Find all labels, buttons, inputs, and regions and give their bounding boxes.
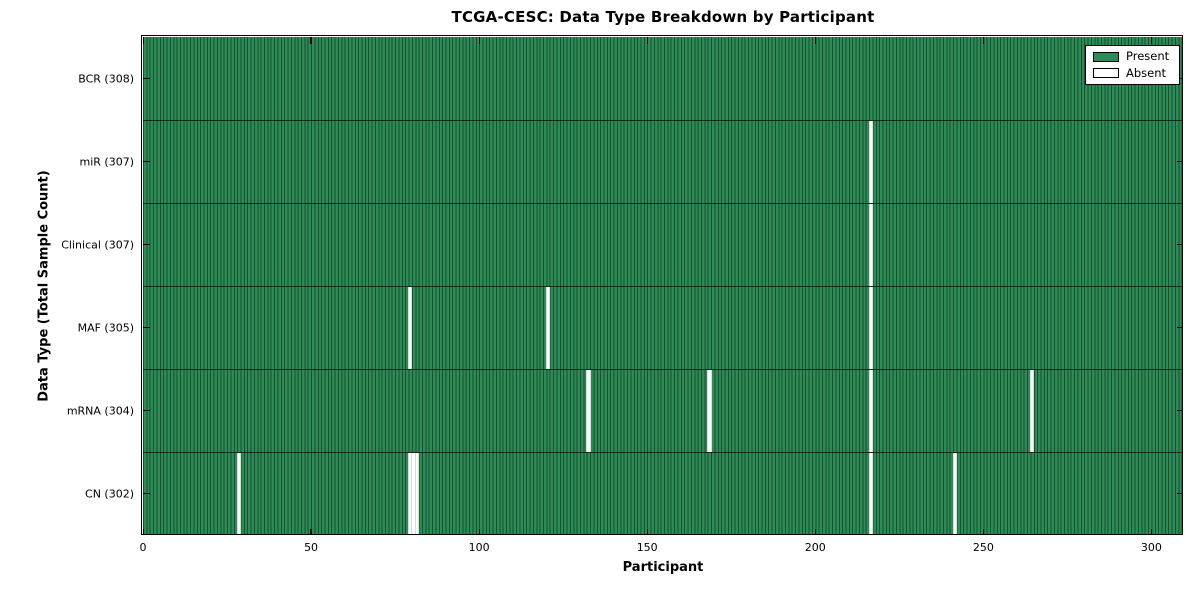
y-tick-label-clinical: Clinical (307) <box>61 238 134 251</box>
y-tick-mark-left <box>143 160 150 163</box>
absent-gap-mrna-265 <box>1029 370 1035 452</box>
x-tick-label-50: 50 <box>304 541 319 554</box>
x-tick-label-250: 250 <box>972 541 994 554</box>
y-tick-mark-right <box>1176 243 1183 246</box>
absent-gap-cn-80 <box>408 453 413 535</box>
x-tick-mark-bottom <box>1150 528 1152 535</box>
x-tick-mark-bottom <box>478 528 480 535</box>
absent-gap-mrna-133 <box>586 370 591 452</box>
x-tick-mark-top <box>1150 37 1152 44</box>
y-axis-label: Data Type (Total Sample Count) <box>36 170 52 402</box>
absent-gap-clinical-217 <box>868 204 873 286</box>
x-tick-label-200: 200 <box>804 541 826 554</box>
x-tick-label-300: 300 <box>1140 541 1162 554</box>
x-tick-label-0: 0 <box>139 541 147 554</box>
absent-gap-maf-80 <box>408 287 413 369</box>
heatmap-row-mrna <box>143 369 1183 452</box>
legend-label-present: Present <box>1126 49 1170 63</box>
x-tick-label-100: 100 <box>468 541 490 554</box>
x-tick-mark-bottom <box>310 528 312 535</box>
heatmap-row-cn <box>143 452 1183 535</box>
legend-entry-present: Present <box>1093 49 1173 63</box>
x-tick-mark-top <box>814 37 816 44</box>
y-tick-label-mir: miR (307) <box>79 155 135 168</box>
absent-gap-maf-121 <box>545 287 551 369</box>
y-tick-mark-left <box>143 492 150 495</box>
heatmap-row-bcr <box>143 37 1183 120</box>
y-tick-label-mrna: mRNA (304) <box>66 404 134 417</box>
y-tick-label-maf: MAF (305) <box>77 321 134 334</box>
chart-title: TCGA-CESC: Data Type Breakdown by Partic… <box>451 8 875 26</box>
legend: Present Absent <box>1085 45 1180 85</box>
absent-gap-cn-242 <box>952 453 957 535</box>
y-tick-mark-right <box>1176 160 1183 163</box>
x-tick-mark-bottom <box>814 528 816 535</box>
absent-gap-mir-217 <box>868 121 873 203</box>
x-tick-mark-bottom <box>646 528 648 535</box>
x-tick-mark-top <box>982 37 984 44</box>
present-swatch-icon <box>1093 51 1119 62</box>
legend-entry-absent: Absent <box>1093 65 1173 80</box>
heatmap-row-clinical <box>143 203 1183 286</box>
x-tick-mark-top <box>646 37 648 44</box>
heatmap-row-mir <box>143 120 1183 203</box>
y-tick-mark-right <box>1176 326 1183 329</box>
absent-gap-maf-217 <box>868 287 873 369</box>
y-tick-mark-left <box>143 243 150 246</box>
plot-area <box>143 37 1183 535</box>
y-tick-mark-right <box>1176 492 1183 495</box>
x-tick-mark-bottom <box>143 528 144 535</box>
x-tick-mark-top <box>143 37 144 44</box>
y-tick-mark-left <box>143 409 150 412</box>
x-axis-label: Participant <box>622 560 704 575</box>
absent-gap-cn-82 <box>414 453 420 535</box>
y-tick-mark-left <box>143 77 150 80</box>
y-tick-mark-right <box>1176 409 1183 412</box>
absent-gap-cn-81 <box>411 453 416 535</box>
y-tick-label-cn: CN (302) <box>85 487 134 500</box>
y-tick-label-bcr: BCR (308) <box>78 72 134 85</box>
y-tick-mark-left <box>143 326 150 329</box>
absent-gap-mrna-169 <box>707 370 712 452</box>
absent-gap-cn-217 <box>868 453 873 535</box>
absent-gap-mrna-217 <box>868 370 873 452</box>
x-tick-label-150: 150 <box>636 541 658 554</box>
legend-label-absent: Absent <box>1126 65 1167 80</box>
heatmap-row-maf <box>143 286 1183 369</box>
x-tick-mark-top <box>310 37 312 44</box>
absent-swatch-icon <box>1093 68 1119 79</box>
x-tick-mark-top <box>478 37 480 44</box>
x-tick-mark-bottom <box>982 528 984 535</box>
absent-gap-cn-29 <box>236 453 241 535</box>
